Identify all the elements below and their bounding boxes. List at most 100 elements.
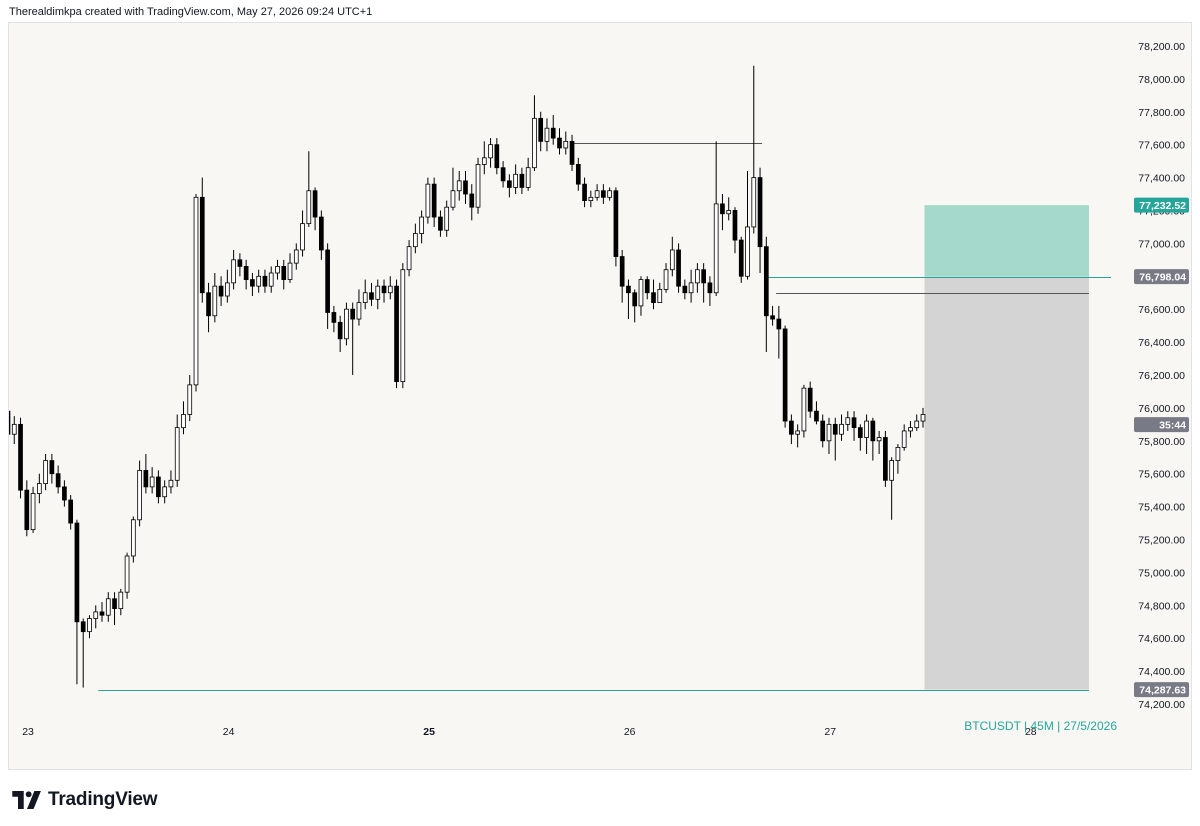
candle: [670, 237, 674, 276]
candle: [294, 243, 298, 269]
candle-body: [326, 250, 330, 313]
candle-body: [44, 461, 48, 484]
candle-body: [545, 128, 549, 141]
candle-body: [652, 293, 656, 303]
candle-body: [188, 385, 192, 415]
candle-body: [614, 191, 618, 257]
candle-body: [827, 424, 831, 440]
price-badge: 74,287.63: [1134, 682, 1189, 697]
candle-body: [840, 424, 844, 434]
candle: [31, 487, 35, 533]
candle-body: [601, 191, 605, 198]
candle-body: [821, 421, 825, 441]
candle: [883, 431, 887, 487]
candle: [714, 141, 718, 296]
candle: [19, 418, 23, 499]
candle-body: [207, 293, 211, 316]
candle-body: [426, 184, 430, 217]
x-tick-label: 23: [22, 726, 34, 738]
candle: [438, 210, 442, 236]
candle: [332, 306, 336, 332]
candle-body: [633, 293, 637, 306]
y-tick-label: 75,600.00: [1138, 469, 1185, 481]
candle: [457, 171, 461, 201]
candle-body: [526, 168, 530, 188]
candle: [69, 495, 73, 530]
candle-body: [332, 312, 336, 322]
candle-body: [401, 270, 405, 382]
candle: [771, 306, 775, 326]
candle: [852, 411, 856, 441]
candle-body: [138, 470, 142, 519]
candle-body: [883, 438, 887, 481]
candle-body: [244, 266, 248, 279]
candle: [376, 280, 380, 310]
y-tick-label: 78,200.00: [1138, 41, 1185, 53]
candle: [739, 237, 743, 283]
candle: [802, 385, 806, 438]
candle: [733, 207, 737, 253]
candle-body: [156, 477, 160, 497]
candle: [921, 408, 925, 428]
candle-body: [257, 276, 261, 286]
chart-frame[interactable]: 74,200.00 74,400.00 74,600.00 74,800.00 75,0…: [8, 22, 1192, 770]
candle: [633, 289, 637, 322]
brand-name: TradingView: [48, 789, 157, 811]
candle: [570, 135, 574, 171]
symbol-caption: BTCUSDT | 45M | 27/5/2026: [964, 719, 1117, 733]
brand-footer[interactable]: TradingView: [12, 788, 157, 812]
candles: [9, 66, 925, 688]
candle: [677, 243, 681, 292]
candle-body: [81, 622, 85, 632]
candle: [721, 194, 725, 230]
candle-body: [200, 197, 204, 292]
candle: [909, 421, 913, 437]
candle-body: [865, 421, 869, 437]
candle: [144, 454, 148, 493]
candle-body: [263, 276, 267, 286]
candle-body: [833, 424, 837, 434]
y-tick-label: 78,000.00: [1138, 74, 1185, 86]
price-badge-text: 76,798.04: [1139, 272, 1186, 284]
candle: [489, 138, 493, 168]
candle-body: [909, 428, 913, 431]
profit-zone: [924, 205, 1088, 276]
candle: [514, 164, 518, 194]
candle-body: [658, 289, 662, 302]
candle-body: [313, 191, 317, 217]
candle-body: [382, 286, 386, 293]
candle: [464, 171, 468, 204]
candle: [695, 263, 699, 293]
candle-body: [232, 260, 236, 283]
candle-body: [746, 227, 750, 276]
y-tick-label: 77,000.00: [1138, 238, 1185, 250]
y-tick-label: 75,800.00: [1138, 436, 1185, 448]
candle-body: [777, 319, 781, 329]
candle: [113, 592, 117, 625]
candle-body: [12, 424, 16, 434]
candle-body: [771, 316, 775, 319]
candle-body: [445, 207, 449, 230]
candle: [451, 168, 455, 211]
candle: [401, 263, 405, 388]
y-tick-label: 76,400.00: [1138, 337, 1185, 349]
candle: [476, 158, 480, 214]
candle-body: [194, 197, 198, 385]
candle-body: [370, 293, 374, 300]
candle: [558, 128, 562, 154]
candle: [263, 270, 267, 293]
candle: [413, 224, 417, 254]
candle: [664, 263, 668, 293]
candle-body: [470, 194, 474, 207]
candle-body: [464, 181, 468, 194]
candle: [520, 168, 524, 194]
stop-zone: [924, 277, 1088, 690]
candle: [351, 303, 355, 375]
candle: [395, 280, 399, 389]
candlestick-chart[interactable]: 74,200.00 74,400.00 74,600.00 74,800.00 75,0…: [9, 23, 1191, 769]
candle-body: [319, 217, 323, 250]
candle-body: [175, 428, 179, 481]
candle: [138, 461, 142, 527]
candle-body: [238, 260, 242, 267]
candle: [182, 401, 186, 434]
